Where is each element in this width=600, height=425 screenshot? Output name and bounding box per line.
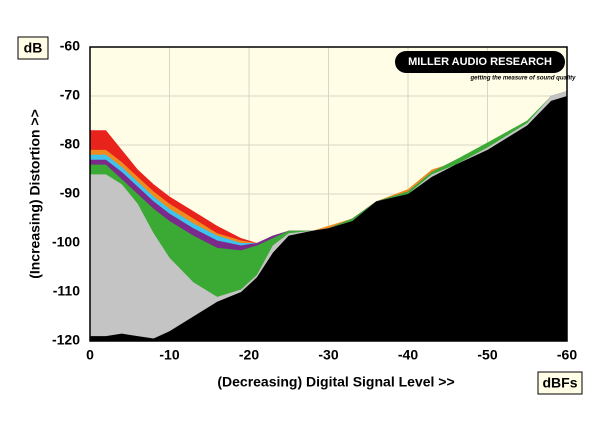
logo: MILLER AUDIO RESEARCH getting the measur… (395, 51, 576, 82)
x-tick-label: -20 (239, 347, 259, 363)
logo-tagline: getting the measure of sound quality (469, 76, 576, 82)
x-tick-label: -30 (318, 347, 338, 363)
logo-title: MILLER AUDIO RESEARCH (408, 56, 552, 68)
y-tick-label: -110 (53, 283, 80, 299)
y-tick-label: -90 (60, 185, 80, 201)
areas (90, 91, 567, 341)
y-tick-label: -70 (60, 87, 80, 103)
x-tick-label: -60 (557, 347, 577, 363)
y-unit-box (17, 36, 49, 60)
x-unit-box (537, 371, 583, 395)
x-unit: dBFs (543, 375, 578, 391)
x-tick-label: -10 (159, 347, 179, 363)
y-tick-label: -120 (52, 332, 80, 348)
logo-badge (395, 51, 565, 73)
y-tick-label: -60 (60, 38, 80, 54)
x-axis-label: (Decreasing) Digital Signal Level >> (217, 374, 454, 390)
area (90, 96, 567, 341)
y-tick-label: -80 (60, 136, 80, 152)
x-tick-label: 0 (86, 347, 94, 363)
plot-frame (89, 46, 568, 342)
x-tick-label: -50 (477, 347, 497, 363)
x-tick-label: -40 (398, 347, 418, 363)
y-axis-label: (Increasing) Distortion >> (27, 109, 43, 279)
y-tick-label: -100 (52, 234, 80, 250)
y-unit: dB (24, 40, 43, 56)
